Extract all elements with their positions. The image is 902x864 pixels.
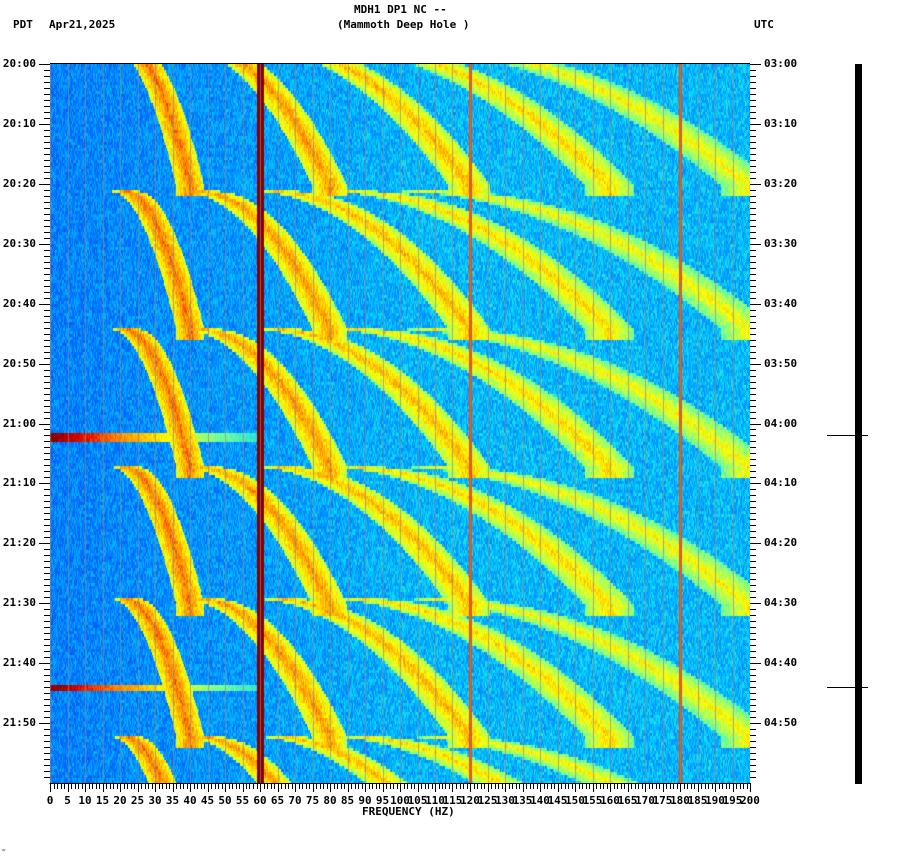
x-tick-label: 105: [407, 794, 428, 807]
x-tick-label: 5: [64, 794, 71, 807]
x-tick-label: 60: [253, 794, 267, 807]
x-tick-label: 75: [305, 794, 320, 807]
x-tick-label: 85: [340, 794, 355, 807]
x-tick-label: 200: [740, 794, 760, 807]
right-timezone-label: UTC: [754, 18, 774, 31]
x-tick-label: 15: [95, 794, 110, 807]
x-tick-label: 45: [200, 794, 215, 807]
x-tick-label: 10: [78, 794, 92, 807]
x-tick-label: 95: [375, 794, 390, 807]
x-tick-label: 30: [148, 794, 162, 807]
x-tick-label: 175: [652, 794, 673, 807]
x-axis-title: FREQUENCY (HZ): [362, 805, 455, 818]
x-tick-label: 140: [530, 794, 550, 807]
x-tick-label: 70: [288, 794, 302, 807]
x-tick-label: 195: [722, 794, 743, 807]
helicorder-bar: [855, 64, 862, 784]
x-tick-label: 115: [442, 794, 463, 807]
x-tick-label: 130: [495, 794, 515, 807]
footer-mark: ‴: [2, 849, 6, 856]
y-tick-label-right: 04:30: [764, 596, 798, 610]
x-tick-label: 20: [113, 794, 127, 807]
x-tick-label: 135: [512, 794, 533, 807]
y-tick-label-right: 03:10: [764, 116, 798, 130]
x-tick-label: 110: [425, 794, 445, 807]
y-tick-label-left: 20:10: [2, 116, 36, 130]
y-tick-label-left: 21:50: [2, 716, 36, 730]
x-tick-label: 180: [670, 794, 690, 807]
chart-title-station: MDH1 DP1 NC --: [354, 3, 447, 16]
y-tick-label-right: 04:40: [764, 656, 798, 670]
date-label: Apr21,2025: [49, 18, 116, 31]
x-tick-label: 50: [218, 794, 232, 807]
y-tick-label-left: 20:00: [2, 57, 36, 70]
y-tick-label-right: 03:50: [764, 356, 798, 370]
x-tick-label: 120: [460, 794, 480, 807]
x-tick-label: 170: [635, 794, 655, 807]
y-tick-label-right: 03:30: [764, 236, 798, 250]
x-tick-label: 40: [183, 794, 197, 807]
y-tick-label-left: 20:30: [2, 236, 36, 250]
x-tick-label: 100: [390, 794, 410, 807]
left-timezone-label: PDT: [13, 18, 33, 31]
y-tick-label-left: 21:40: [2, 656, 36, 670]
y-tick-label-left: 21:20: [2, 536, 36, 550]
x-tick-label: 35: [165, 794, 180, 807]
x-tick-label: 65: [270, 794, 285, 807]
y-tick-label-right: 03:20: [764, 176, 798, 190]
y-tick-label-right: 03:00: [764, 57, 798, 70]
y-tick-label-right: 03:40: [764, 296, 798, 310]
y-tick-label-left: 21:00: [2, 416, 36, 430]
y-tick-label-left: 21:10: [2, 476, 36, 490]
y-tick-label-right: 04:00: [764, 416, 798, 430]
x-tick-label: 165: [617, 794, 638, 807]
helicorder-event-mark: [827, 687, 868, 688]
x-tick-label: 145: [547, 794, 568, 807]
x-tick-label: 0: [46, 794, 54, 807]
y-tick-label-right: 04:20: [764, 536, 798, 550]
y-tick-label-right: 04:10: [764, 476, 798, 490]
spectrogram-plot: [50, 64, 750, 783]
y-tick-label-left: 20:40: [2, 296, 36, 310]
y-tick-label-left: 20:20: [2, 176, 36, 190]
x-tick-label: 160: [600, 794, 620, 807]
x-tick-label: 90: [358, 794, 372, 807]
x-tick-label: 155: [582, 794, 603, 807]
x-tick-label: 185: [687, 794, 708, 807]
x-tick-label: 190: [705, 794, 725, 807]
x-tick-label: 125: [477, 794, 498, 807]
y-tick-label-left: 21:30: [2, 596, 36, 610]
chart-title-site: (Mammoth Deep Hole ): [337, 18, 470, 31]
x-tick-label: 55: [235, 794, 250, 807]
y-tick-label-left: 20:50: [2, 356, 36, 370]
x-tick-label: 150: [565, 794, 585, 807]
x-tick-label: 80: [323, 794, 337, 807]
helicorder-event-mark: [827, 435, 868, 436]
y-tick-label-right: 04:50: [764, 716, 798, 730]
x-tick-label: 25: [130, 794, 145, 807]
